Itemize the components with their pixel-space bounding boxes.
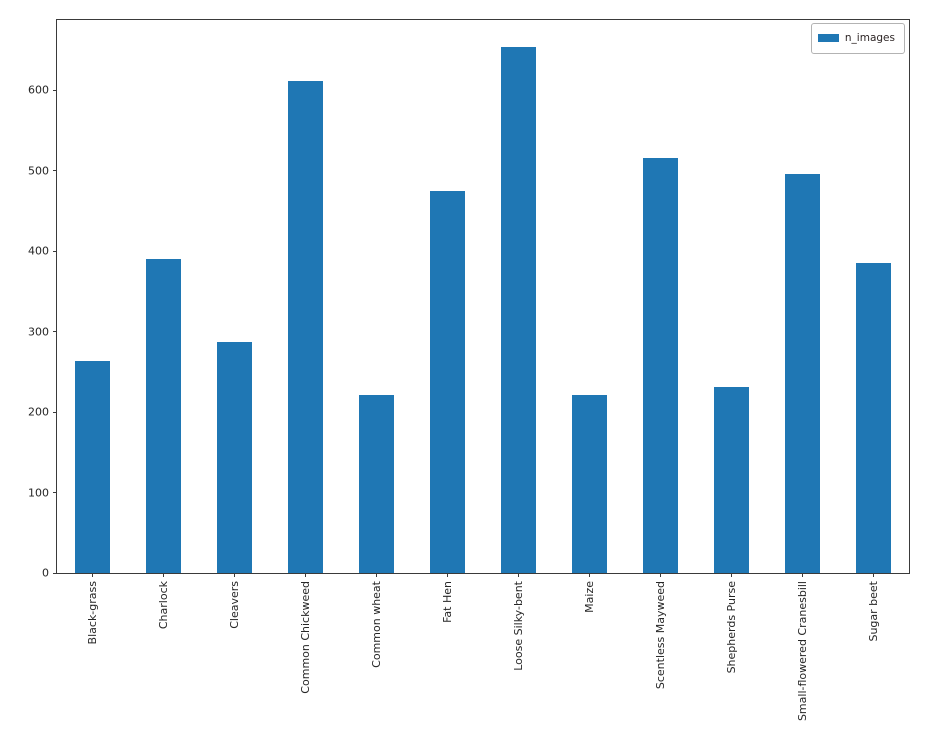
legend-label: n_images [844,32,895,44]
y-tick-mark [53,250,57,252]
y-tick-mark [53,572,57,574]
x-tick-label-cleavers: Cleavers [227,581,241,629]
x-tick-mark [731,573,732,577]
y-tick-mark [53,331,57,332]
x-tick-mark [163,573,164,577]
y-tick-mark [53,492,57,493]
plot-area: n_images 0 100 200 300 400 500 600 Black-grass C… [28,19,910,721]
y-tick-label: 600 [28,83,49,97]
x-tick-mark [660,573,661,577]
bar-scentless-mayweed [643,157,678,573]
x-tick-mark [873,573,874,577]
legend-swatch-icon [817,34,839,43]
x-tick-mark [802,573,803,577]
legend: n_images [810,23,905,54]
x-tick-label-loose-silky-bent: Loose Silky-bent [511,581,525,671]
y-tick-mark [53,170,57,172]
bar-loose-silky-bent [501,46,536,573]
x-tick-label-common-wheat: Common wheat [369,581,383,668]
y-tick-label: 200 [28,405,49,419]
x-tick-label-sugar-beet: Sugar beet [866,581,880,642]
x-tick-label-small-flowered-cranesbill: Small-flowered Cranesbill [795,581,809,722]
y-tick-label: 0 [42,566,49,580]
x-tick-mark [305,573,306,577]
x-tick-mark [589,573,590,577]
bar-fat-hen [430,190,465,573]
bar-small-flowered-cranesbill [785,173,820,573]
bar-maize [572,395,607,573]
bar-cleavers [217,341,252,573]
x-tick-label-maize: Maize [582,581,596,613]
x-tick-mark [92,573,93,577]
bar-common-chickweed [288,81,323,573]
y-tick-label: 400 [28,244,49,258]
y-tick-label: 300 [28,325,49,338]
x-tick-mark [518,573,519,577]
bar-charlock [146,259,181,573]
x-tick-mark [376,573,377,577]
x-tick-label-common-chickweed: Common Chickweed [298,581,312,694]
y-tick-mark [53,89,57,91]
x-tick-mark [447,573,448,577]
x-tick-mark [234,573,235,577]
bar-shepherds-purse [714,387,749,573]
x-tick-label-black-grass: Black-grass [85,581,99,645]
y-tick-mark [53,411,57,413]
bar-sugar-beet [856,263,891,573]
y-tick-label: 500 [28,164,49,178]
bar-common-wheat [359,395,394,573]
x-tick-label-fat-hen: Fat Hen [440,581,454,623]
bar-black-grass [75,361,110,573]
x-tick-label-charlock: Charlock [156,581,170,630]
x-tick-label-scentless-mayweed: Scentless Mayweed [653,581,667,690]
x-tick-label-shepherds-purse: Shepherds Purse [724,581,738,674]
y-tick-label: 100 [28,486,49,499]
